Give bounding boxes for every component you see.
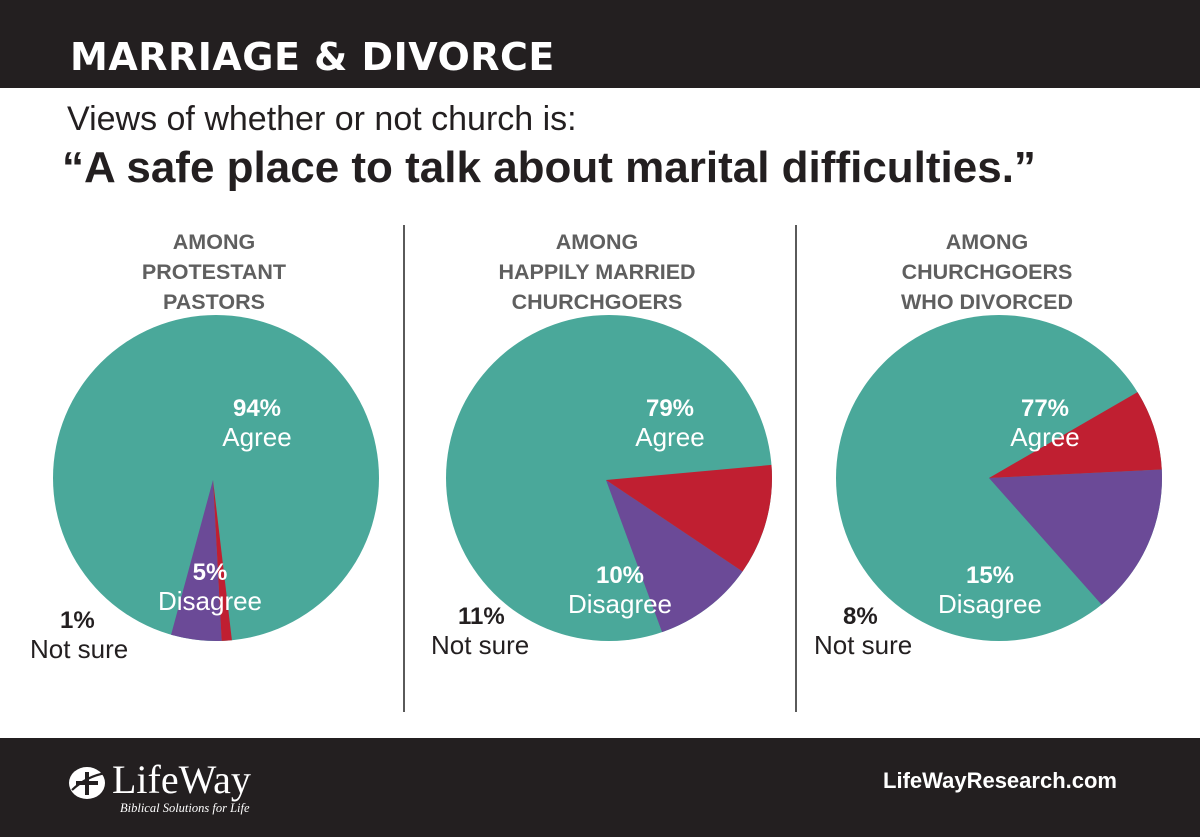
chart-1-agree-pct: 94% (232, 395, 282, 422)
chart-3-pie (836, 315, 1163, 641)
chart-2-title-line: HAPPILY MARRIED (498, 260, 696, 284)
header-bar: MARRIAGE & DIVORCE (0, 0, 1200, 88)
chart-1-not-sure-label: 1% Not sure (30, 607, 150, 664)
chart-2-title-line: CHURCHGOERS (511, 290, 683, 314)
chart-1-not-sure-pct: 1% (60, 607, 95, 634)
chart-3-title-line: WHO DIVORCED (901, 290, 1073, 314)
chart-1-disagree-name: Disagree (157, 585, 263, 616)
chart-2-agree-name: Agree (635, 421, 705, 452)
chart-2-pie (446, 315, 772, 641)
chart-2-slice-not-sure (606, 464, 772, 572)
panel-divider (795, 225, 797, 712)
website-link[interactable]: LifeWayResearch.com (883, 768, 1117, 793)
chart-3-slice-not-sure (989, 392, 1162, 478)
chart-3-not-sure-label: 8% Not sure (814, 603, 934, 660)
survey-statement: “A safe place to talk about marital diff… (62, 143, 1036, 192)
chart-1-slice-disagree (171, 480, 222, 641)
logo-tagline: Biblical Solutions for Life (120, 801, 250, 815)
chart-2-disagree-pct: 10% (595, 562, 645, 589)
chart-3-agree-name: Agree (1010, 421, 1080, 452)
chart-1-slice-not-sure (213, 480, 232, 641)
chart-1-disagree-label: 5% Disagree (150, 559, 270, 616)
chart-1-pie (53, 315, 379, 641)
chart-2-title-line: AMONG (555, 230, 639, 254)
chart-3-agree-pct: 77% (1020, 395, 1070, 422)
chart-2-agree-pct: 79% (645, 395, 695, 422)
chart-1-agree-label: 94% Agree (202, 395, 312, 452)
chart-2-not-sure-label: 11% Not sure (431, 603, 551, 660)
chart-2-slice-disagree (606, 480, 743, 633)
chart-3-disagree-name: Disagree (937, 588, 1043, 619)
chart-2-disagree-label: 10% Disagree (560, 562, 680, 619)
footer-bar: LifeWay Biblical Solutions for Life Life… (0, 738, 1200, 837)
chart-3-title-line: CHURCHGOERS (901, 260, 1073, 284)
chart-2-agree-label: 79% Agree (615, 395, 725, 452)
chart-3-title-line: AMONG (945, 230, 1029, 254)
chart-3-not-sure-pct: 8% (843, 603, 878, 630)
chart-2-not-sure-name: Not sure (431, 629, 530, 660)
lifeway-cross-icon (69, 767, 107, 799)
chart-1-title-line: PASTORS (163, 290, 265, 314)
chart-3-disagree-pct: 15% (965, 562, 1015, 589)
page-subtitle: Views of whether or not church is: (67, 100, 577, 138)
chart-2-title: AMONG HAPPILY MARRIED CHURCHGOERS (447, 227, 747, 317)
chart-1-title: AMONG PROTESTANT PASTORS (64, 227, 364, 317)
chart-3-slice-disagree (989, 469, 1163, 605)
lifeway-logo: LifeWay Biblical Solutions for Life (68, 758, 278, 824)
page-title: MARRIAGE & DIVORCE (70, 35, 555, 79)
chart-3-agree-label: 77% Agree (990, 395, 1100, 452)
panel-divider (403, 225, 405, 712)
chart-1-title-line: AMONG (172, 230, 256, 254)
chart-3-disagree-label: 15% Disagree (930, 562, 1050, 619)
chart-1-not-sure-name: Not sure (30, 633, 129, 664)
chart-3-not-sure-name: Not sure (814, 629, 913, 660)
logo-wordmark: LifeWay (112, 757, 251, 802)
chart-3-title: AMONG CHURCHGOERS WHO DIVORCED (837, 227, 1137, 317)
chart-2-disagree-name: Disagree (567, 588, 673, 619)
chart-1-slice-agree (53, 315, 379, 641)
chart-1-agree-name: Agree (222, 421, 292, 452)
chart-1-disagree-pct: 5% (192, 559, 228, 586)
chart-2-not-sure-pct: 11% (458, 603, 505, 630)
chart-1-title-line: PROTESTANT (141, 260, 287, 284)
